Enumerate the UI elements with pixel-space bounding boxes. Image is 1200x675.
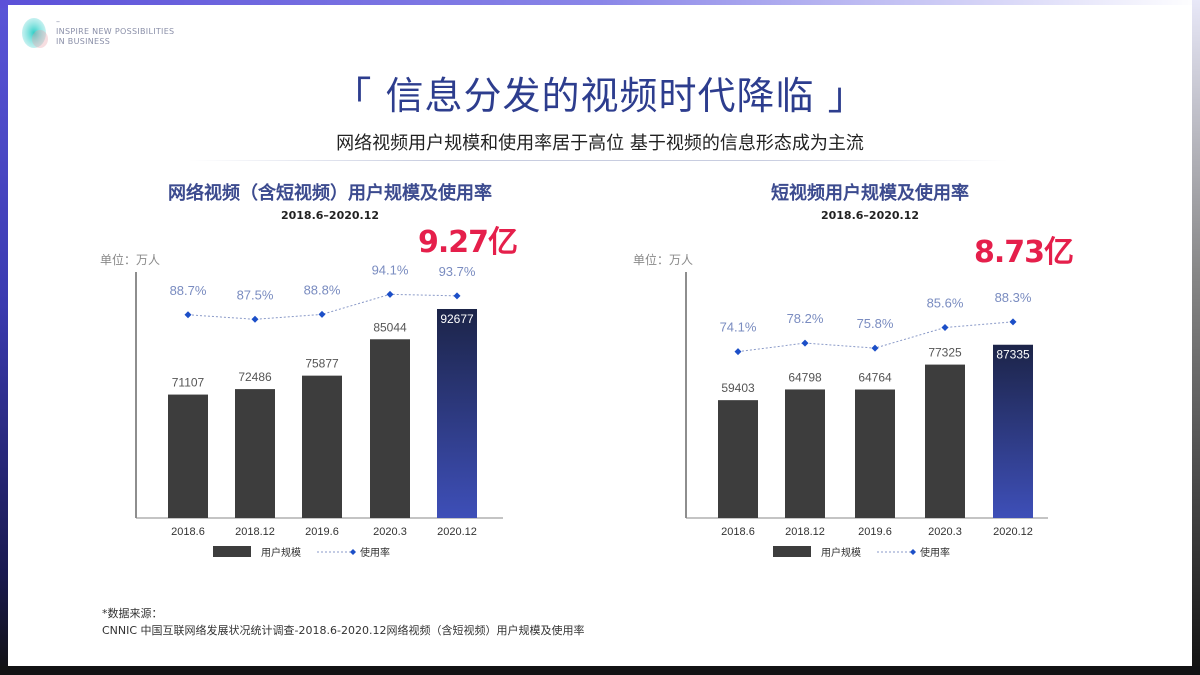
legend-line-label: 使用率: [920, 546, 950, 559]
source-note: *数据来源： CNNIC 中国互联网络发展状况统计调查-2018.6-2020.…: [102, 605, 584, 639]
legend-bar-label: 用户规模: [821, 546, 861, 559]
tagline: – INSPIRE NEW POSSIBILITIES IN BUSINESS: [56, 17, 174, 47]
frame-right: [1192, 0, 1200, 675]
page-subtitle: 网络视频用户规模和使用率居于高位 基于视频的信息形态成为主流: [336, 133, 864, 154]
bar-value-label: 85044: [373, 320, 407, 334]
chart-title-right: 短视频用户规模及使用率: [771, 183, 969, 204]
rate-point: [1009, 318, 1017, 326]
rate-label: 88.8%: [304, 282, 341, 297]
bar-2018.12: [235, 389, 275, 518]
frame-top: [0, 0, 1200, 8]
chart-subtitle-right: 2018.6–2020.12: [820, 209, 920, 222]
x-tick-label: 2020.3: [928, 526, 962, 538]
rate-point: [318, 310, 326, 318]
bar-value-label: 64798: [788, 370, 822, 384]
tagline-line1: INSPIRE NEW POSSIBILITIES: [56, 27, 175, 36]
bar-2018.12: [785, 389, 825, 518]
x-tick-label: 2019.6: [858, 526, 892, 538]
rate-label: 74.1%: [720, 320, 757, 335]
x-tick-label: 2018.12: [785, 526, 825, 538]
charts-canvas: 71107 2018.6 72486 2018.12 75877 2019.6 85044 2…: [135, 262, 1048, 559]
rate-point: [386, 290, 394, 298]
bar-value-label: 64764: [858, 371, 892, 385]
bar-value-label: 75877: [305, 357, 339, 371]
legend-bar-swatch: [773, 546, 811, 557]
x-tick-label: 2019.6: [305, 526, 339, 538]
legend-bar-label: 用户规模: [261, 546, 301, 559]
bar-value-label: 77325: [928, 346, 962, 360]
rate-label: 87.5%: [237, 287, 274, 302]
rate-point: [734, 348, 742, 356]
bar-2020.3: [925, 364, 965, 518]
frame-bottom: [0, 666, 1200, 675]
bar-2019.6: [302, 375, 342, 518]
legend-line-label: 使用率: [360, 546, 390, 559]
source-label: *数据来源：: [102, 607, 163, 620]
bar-value-label: 87335: [996, 348, 1030, 362]
tagline-line2: IN BUSINESS: [56, 37, 111, 46]
bar-value-label: 72486: [238, 370, 272, 384]
legend-bar-swatch: [213, 546, 251, 557]
x-tick-label: 2020.12: [993, 526, 1033, 538]
x-tick-label: 2018.6: [721, 526, 755, 538]
rate-label: 88.3%: [995, 290, 1032, 305]
bar-value-label: 59403: [721, 381, 755, 395]
x-tick-label: 2020.12: [437, 526, 477, 538]
highlight-right: 8.73亿: [974, 235, 1074, 270]
slide: – INSPIRE NEW POSSIBILITIES IN BUSINESS …: [8, 5, 1192, 666]
page-title: 「 信息分发的视频时代降临 」: [333, 74, 867, 118]
rate-line: [187, 293, 458, 320]
rate-point: [251, 315, 259, 323]
brand-logo: [22, 18, 48, 48]
rate-point: [184, 311, 192, 319]
rate-label: 85.6%: [927, 296, 964, 311]
rate-label: 94.1%: [372, 262, 409, 277]
rate-point: [801, 339, 809, 347]
rate-label: 88.7%: [170, 283, 207, 298]
rate-label: 93.7%: [439, 264, 476, 279]
bar-2018.6: [168, 394, 208, 518]
chart-title-left: 网络视频（含短视频）用户规模及使用率: [168, 183, 492, 204]
tagline-dash: –: [56, 17, 61, 26]
rate-point: [871, 344, 879, 352]
rate-point: [941, 324, 949, 332]
x-tick-label: 2020.3: [373, 526, 407, 538]
unit-left: 单位：万人: [100, 253, 161, 267]
bar-2018.6: [718, 400, 758, 518]
bar-2020.3: [370, 339, 410, 518]
bar-value-label: 71107: [172, 376, 205, 390]
divider: [188, 160, 1008, 161]
x-tick-label: 2018.6: [171, 526, 205, 538]
highlight-left: 9.27亿: [418, 225, 518, 260]
rate-label: 78.2%: [787, 311, 824, 326]
bar-2020.12: [993, 344, 1033, 518]
bar-2020.12: [437, 308, 477, 518]
chart-subtitle-left: 2018.6–2020.12: [280, 209, 380, 222]
bar-value-label: 92677: [440, 312, 474, 326]
source-text: CNNIC 中国互联网络发展状况统计调查-2018.6-2020.12网络视频（…: [102, 624, 585, 637]
rate-label: 75.8%: [857, 316, 894, 331]
x-tick-label: 2018.12: [235, 526, 275, 538]
rate-point: [453, 292, 461, 300]
bar-2019.6: [855, 389, 895, 518]
unit-right: 单位：万人: [633, 253, 694, 267]
legend-line-marker: [910, 549, 916, 555]
legend-line-marker: [350, 549, 356, 555]
